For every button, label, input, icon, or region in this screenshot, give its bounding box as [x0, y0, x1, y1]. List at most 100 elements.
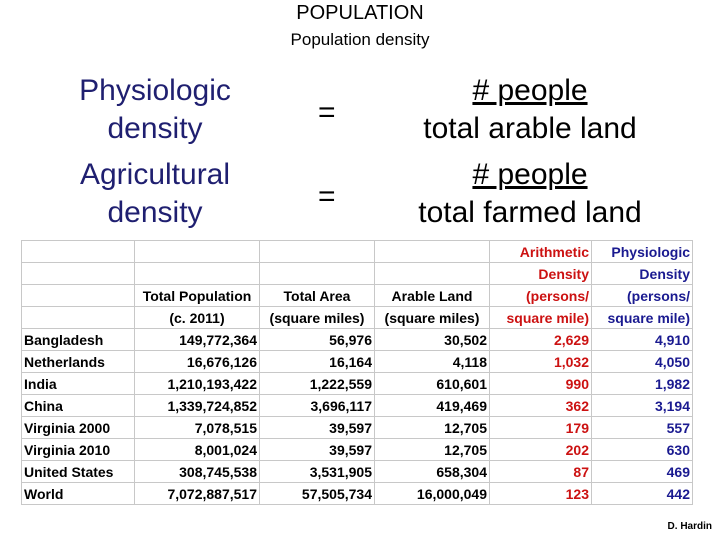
- table-cell: 990: [489, 372, 592, 395]
- table-cell: India: [21, 372, 135, 395]
- table-row: Virginia 2000 7,078,515 39,597 12,705 179 557: [21, 416, 693, 439]
- table-cell: 8,001,024: [134, 438, 260, 461]
- table-header-row: Arithmetic Physiologic: [21, 240, 693, 263]
- formula-numerator: # people: [472, 74, 588, 107]
- table-row: Virginia 2010 8,001,024 39,597 12,705 202 630: [21, 438, 693, 461]
- table-cell: 2,629: [489, 328, 592, 351]
- header-cell: (c. 2011): [134, 306, 260, 329]
- table-cell: 12,705: [374, 416, 490, 439]
- table-cell: 16,676,126: [134, 350, 260, 373]
- header-cell: [259, 262, 375, 285]
- header-cell: [259, 240, 375, 263]
- header-cell: (persons/: [489, 284, 592, 307]
- table-cell: 56,976: [259, 328, 375, 351]
- header-cell: Total Population: [134, 284, 260, 307]
- header-cell: (persons/: [591, 284, 693, 307]
- header-cell: (square miles): [374, 306, 490, 329]
- term-line-2: density: [107, 196, 203, 229]
- table-cell: 557: [591, 416, 693, 439]
- table-row: Netherlands 16,676,126 16,164 4,118 1,032 4,0…: [21, 350, 693, 373]
- table-cell: Bangladesh: [21, 328, 135, 351]
- header-cell: (square miles): [259, 306, 375, 329]
- table-cell: 7,072,887,517: [134, 482, 260, 505]
- table-cell: 362: [489, 394, 592, 417]
- table-cell: 630: [591, 438, 693, 461]
- table-cell: World: [21, 482, 135, 505]
- agricultural-formula: # people total farmed land: [380, 156, 680, 232]
- table-cell: 39,597: [259, 438, 375, 461]
- table-header-row: Density Density: [21, 262, 693, 285]
- formula-denominator: total farmed land: [418, 196, 642, 229]
- physiologic-formula: # people total arable land: [380, 72, 680, 148]
- table-cell: 87: [489, 460, 592, 483]
- header-cell: square mile): [591, 306, 693, 329]
- table-cell: 658,304: [374, 460, 490, 483]
- table-cell: 442: [591, 482, 693, 505]
- table-cell: 1,210,193,422: [134, 372, 260, 395]
- table-cell: Virginia 2000: [21, 416, 135, 439]
- table-cell: Netherlands: [21, 350, 135, 373]
- table-row: India 1,210,193,422 1,222,559 610,601 990 1,9…: [21, 372, 693, 395]
- table-cell: 3,194: [591, 394, 693, 417]
- author-credit: D. Hardin: [667, 521, 712, 532]
- table-cell: 7,078,515: [134, 416, 260, 439]
- table-cell: 202: [489, 438, 592, 461]
- table-cell: 4,050: [591, 350, 693, 373]
- physiologic-density-term: Physiologic density: [40, 72, 270, 148]
- slide-subtitle: Population density: [290, 30, 430, 49]
- table-cell: 39,597: [259, 416, 375, 439]
- table-row: World 7,072,887,517 57,505,734 16,000,049 12…: [21, 482, 693, 505]
- equals-sign: =: [318, 180, 336, 213]
- table-cell: 419,469: [374, 394, 490, 417]
- table-cell: 179: [489, 416, 592, 439]
- table-cell: 12,705: [374, 438, 490, 461]
- header-cell: Density: [489, 262, 592, 285]
- header-cell: [134, 240, 260, 263]
- table-row: Bangladesh 149,772,364 56,976 30,502 2,629 4,…: [21, 328, 693, 351]
- agricultural-density-term: Agricultural density: [40, 156, 270, 232]
- table-cell: United States: [21, 460, 135, 483]
- table-cell: 3,696,117: [259, 394, 375, 417]
- formula-numerator: # people: [472, 158, 588, 191]
- table-cell: 4,910: [591, 328, 693, 351]
- table-cell: 16,164: [259, 350, 375, 373]
- table-row: United States 308,745,538 3,531,905 658,304…: [21, 460, 693, 483]
- formula-denominator: total arable land: [423, 112, 637, 145]
- term-line-2: density: [107, 112, 203, 145]
- table-cell: 123: [489, 482, 592, 505]
- header-cell: [21, 306, 135, 329]
- header-cell: [374, 240, 490, 263]
- table-cell: 3,531,905: [259, 460, 375, 483]
- table-cell: 4,118: [374, 350, 490, 373]
- table-cell: 57,505,734: [259, 482, 375, 505]
- header-cell: [134, 262, 260, 285]
- header-cell: Density: [591, 262, 693, 285]
- table-cell: Virginia 2010: [21, 438, 135, 461]
- header-cell: Total Area: [259, 284, 375, 307]
- table-cell: 1,222,559: [259, 372, 375, 395]
- header-cell: Arable Land: [374, 284, 490, 307]
- table-cell: 1,982: [591, 372, 693, 395]
- table-row: China 1,339,724,852 3,696,117 419,469 362 3,1…: [21, 394, 693, 417]
- table-cell: 149,772,364: [134, 328, 260, 351]
- header-cell: Arithmetic: [489, 240, 592, 263]
- table-header-row: (c. 2011) (square miles) (square miles) squ…: [21, 306, 693, 329]
- table-cell: 16,000,049: [374, 482, 490, 505]
- header-cell: [21, 262, 135, 285]
- header-cell: Physiologic: [591, 240, 693, 263]
- header-cell: [374, 262, 490, 285]
- term-line-1: Physiologic: [79, 74, 231, 107]
- header-cell: [21, 240, 135, 263]
- header-cell: square mile): [489, 306, 592, 329]
- slide-title: POPULATION: [296, 2, 424, 24]
- table-cell: 469: [591, 460, 693, 483]
- table-cell: 308,745,538: [134, 460, 260, 483]
- term-line-1: Agricultural: [79, 158, 231, 191]
- table-cell: 610,601: [374, 372, 490, 395]
- table-header-row: Total Population Total Area Arable Land (pe…: [21, 284, 693, 307]
- table-cell: 1,032: [489, 350, 592, 373]
- table-cell: 30,502: [374, 328, 490, 351]
- table-cell: 1,339,724,852: [134, 394, 260, 417]
- table-cell: China: [21, 394, 135, 417]
- header-cell: [21, 284, 135, 307]
